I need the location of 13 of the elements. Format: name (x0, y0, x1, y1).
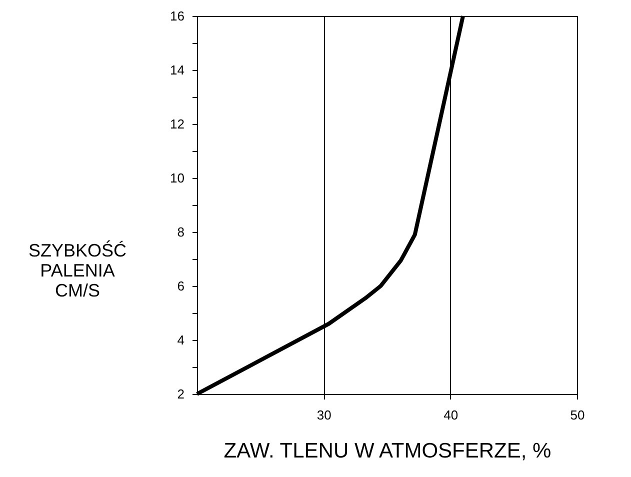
y-tick-label: 6 (177, 278, 184, 294)
y-tick-label: 16 (170, 8, 184, 24)
y-tick-label: 4 (177, 332, 184, 348)
y-tick-label: 10 (170, 170, 184, 186)
y-tick-label: 2 (177, 386, 184, 402)
y-tick-label: 14 (170, 62, 184, 78)
x-tick-label: 50 (570, 408, 585, 422)
y-tick-label: 8 (177, 224, 184, 240)
y-tick-label: 12 (170, 116, 184, 132)
x-tick-label: 30 (316, 408, 332, 422)
y-axis-title: SZYBKOŚĆ PALENIA CM/S (28, 240, 127, 300)
x-axis-title: ZAW. TLENU W ATMOSFERZE, % (224, 440, 552, 462)
x-tick-label: 40 (444, 408, 458, 422)
